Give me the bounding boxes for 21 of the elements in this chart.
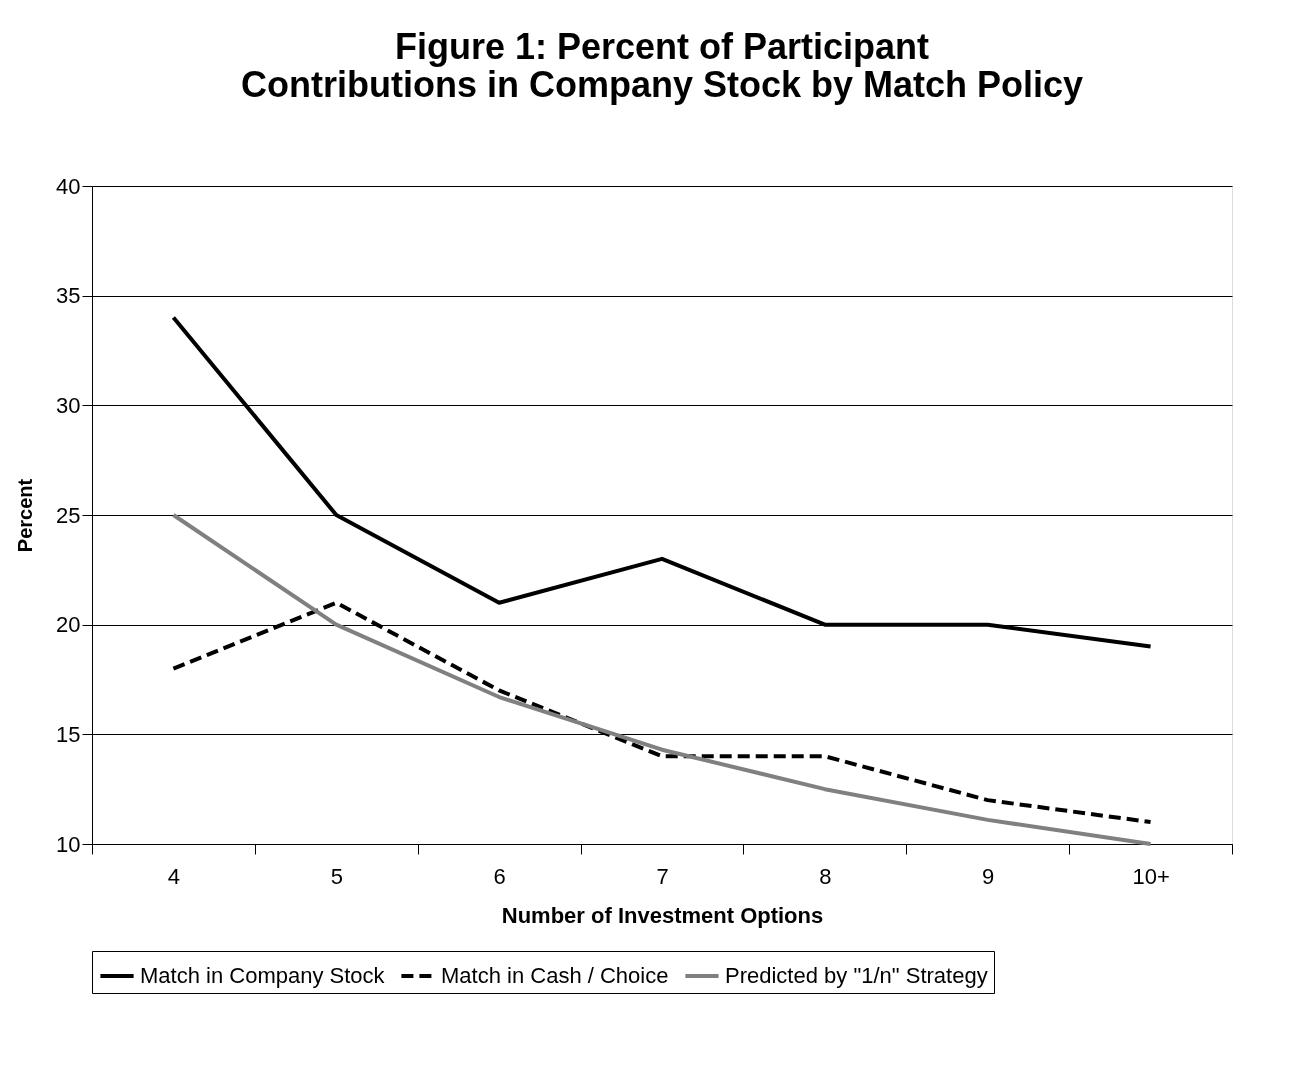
x-tick-label: 10+ xyxy=(1132,863,1170,889)
x-tick-label: 5 xyxy=(330,863,343,889)
y-tick-label: 20 xyxy=(56,612,81,638)
y-tick-label: 15 xyxy=(56,721,81,747)
y-tick-label: 30 xyxy=(56,392,81,418)
x-tick-label: 8 xyxy=(819,863,832,889)
y-tick-label: 40 xyxy=(56,173,81,199)
y-tick-label: 25 xyxy=(56,502,81,528)
line-series xyxy=(171,513,1153,846)
x-axis-title: Number of Investment Options xyxy=(501,902,824,928)
legend-label: Match in Company Stock xyxy=(140,963,386,988)
chart-title: Figure 1: Percent of Participant Contributions in Company Stock by Match Policy xyxy=(240,26,1084,105)
x-tick-label: 6 xyxy=(493,863,506,889)
y-tick-label: 35 xyxy=(56,283,81,309)
legend-label: Predicted by "1/n" Strategy xyxy=(725,963,988,988)
x-tick-label: 7 xyxy=(656,863,669,889)
y-tick-label: 10 xyxy=(56,831,81,857)
legend-label: Match in Cash / Choice xyxy=(441,963,669,988)
x-tick-label: 9 xyxy=(982,863,995,889)
y-axis-title: Percent xyxy=(14,478,37,553)
x-tick-label: 4 xyxy=(167,863,181,889)
